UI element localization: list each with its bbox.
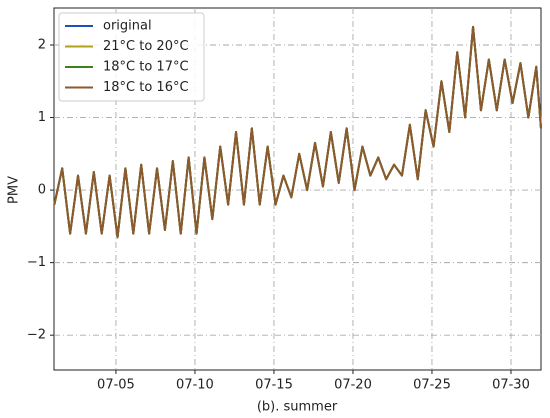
legend: original 21°C to 20°C 18°C to 17°C 18°C to … bbox=[58, 12, 205, 102]
y-tick-label: 2 bbox=[38, 37, 46, 52]
y-tick-label: 1 bbox=[38, 110, 46, 125]
y-axis-label: PMV bbox=[7, 176, 22, 204]
y-tick-label: 0 bbox=[38, 183, 46, 198]
x-tick-label: 07-30 bbox=[492, 378, 530, 393]
x-tick-label: 07-05 bbox=[97, 378, 135, 393]
x-tick-label: 07-15 bbox=[255, 378, 293, 393]
x-tick-label: 07-25 bbox=[413, 378, 451, 393]
legend-label: 18°C to 17°C bbox=[103, 60, 189, 75]
legend-label: 18°C to 16°C bbox=[103, 80, 189, 95]
plot-frame bbox=[53, 7, 542, 371]
series-line bbox=[53, 25, 542, 239]
legend-box bbox=[58, 12, 205, 102]
y-tick-label: −2 bbox=[27, 328, 46, 343]
x-tick-label: 07-10 bbox=[176, 378, 214, 393]
x-axis-label: (b). summer bbox=[257, 400, 338, 415]
legend-label: 21°C to 20°C bbox=[103, 39, 189, 54]
legend-label: original bbox=[103, 19, 152, 34]
y-tick-label: −1 bbox=[27, 255, 46, 270]
x-tick-label: 07-20 bbox=[334, 378, 372, 393]
